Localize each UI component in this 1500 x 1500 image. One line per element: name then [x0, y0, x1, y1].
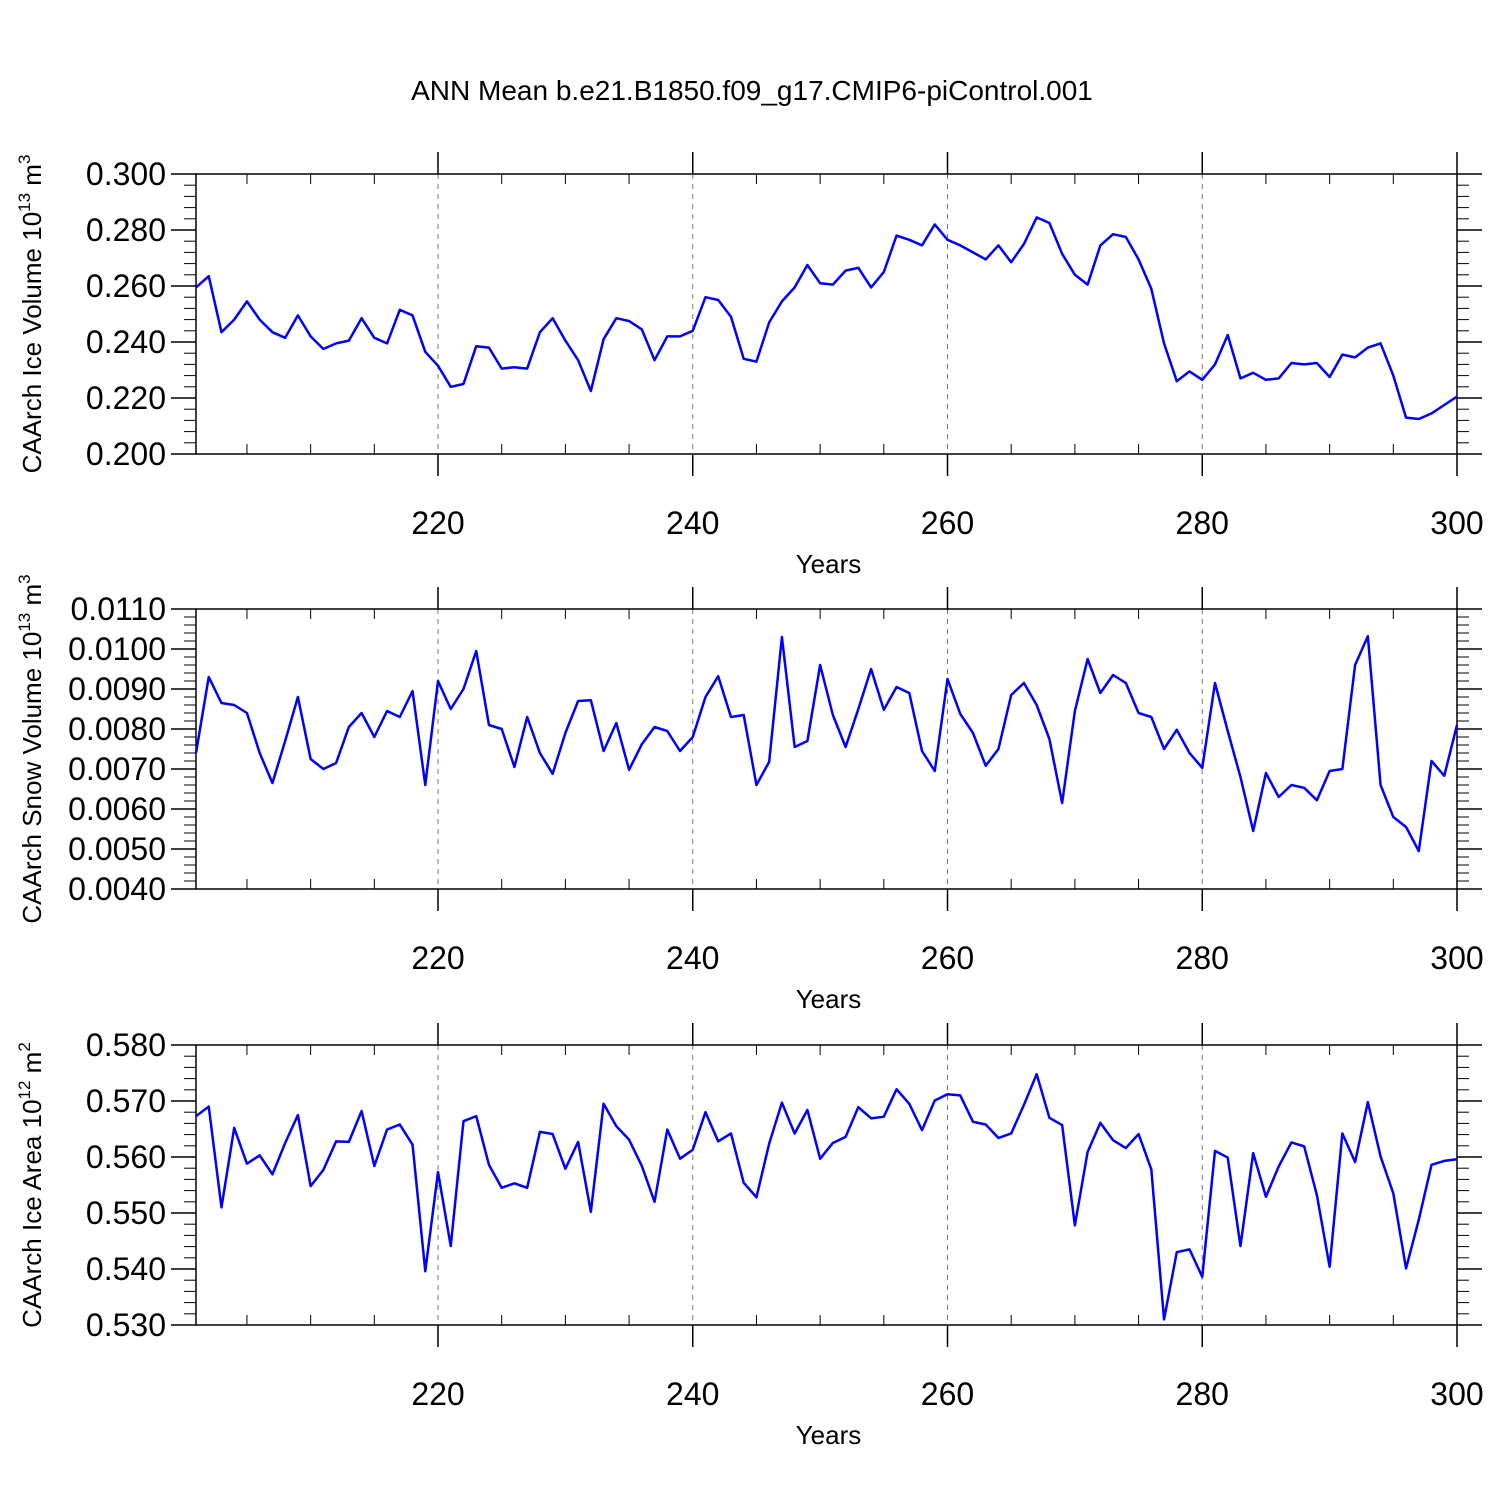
y-tick-label: 0.550: [86, 1195, 166, 1231]
plot-frame: [195, 173, 1458, 455]
x-tick-label: 280: [1176, 505, 1229, 541]
series-line-ice-volume: [195, 216, 1458, 421]
x-axis-title: Years: [796, 1420, 862, 1450]
series-line-ice-area: [195, 1072, 1458, 1321]
plot-frame: [195, 1044, 1458, 1326]
x-axis-title: Years: [796, 549, 862, 579]
y-axis-title: CAArch Snow Volume 1013 m3: [15, 574, 47, 923]
y-tick-label: 0.220: [86, 380, 166, 416]
panels: 0.200 0.220 0.240 0.260 0.280 0.300 220 240 260 2…: [15, 152, 1484, 1450]
y-tick-label: 0.560: [86, 1139, 166, 1175]
y-tick-label: 0.540: [86, 1251, 166, 1287]
y-tick-label: 0.0110: [71, 591, 167, 627]
x-tick-label: 260: [921, 505, 974, 541]
x-tick-label: 240: [666, 940, 719, 976]
y-axis-title-exponent: 12: [15, 1081, 34, 1100]
y-tick-label: 0.570: [86, 1083, 166, 1119]
x-tick-label: 260: [921, 940, 974, 976]
figure-title: ANN Mean b.e21.B1850.f09_g17.CMIP6-piCon…: [411, 75, 1093, 106]
y-axis-title: CAArch Ice Area 1012 m2: [15, 1042, 47, 1328]
y-tick-label: 0.0080: [68, 711, 166, 747]
y-axis-title-text: CAArch Snow Volume 10: [17, 632, 47, 924]
x-tick-label: 240: [666, 1376, 719, 1412]
panel-ice-area: 0.530 0.540 0.550 0.560 0.570 0.580 220 240 260 2…: [15, 1023, 1484, 1450]
y-axis-title-exponent: 13: [15, 193, 34, 212]
y-tick-label: 0.0090: [68, 671, 166, 707]
x-axis-title: Years: [796, 984, 862, 1014]
y-axis-title-unit-exponent: 3: [15, 574, 34, 583]
y-tick-label: 0.530: [86, 1307, 166, 1343]
y-tick-label: 0.0050: [68, 831, 166, 867]
x-tick-label: 280: [1176, 1376, 1229, 1412]
y-axis-title: CAArch Ice Volume 1013 m3: [15, 155, 47, 474]
y-tick-label: 0.580: [86, 1027, 166, 1063]
y-tick-label: 0.0100: [68, 631, 166, 667]
y-tick-label: 0.0060: [68, 791, 166, 827]
x-tick-label: 300: [1430, 1376, 1483, 1412]
x-tick-label: 300: [1430, 940, 1483, 976]
y-tick-label: 0.0070: [68, 751, 166, 787]
x-tick-label: 220: [411, 940, 464, 976]
x-tick-label: 280: [1176, 940, 1229, 976]
y-axis-title-unit: m: [17, 1052, 47, 1081]
x-tick-label: 240: [666, 505, 719, 541]
y-axis-title-unit-exponent: 3: [15, 155, 34, 164]
y-tick-label: 0.280: [86, 212, 166, 248]
y-tick-label: 0.240: [86, 324, 166, 360]
x-tick-label: 260: [921, 1376, 974, 1412]
y-axis-title-text: CAArch Ice Volume 10: [17, 212, 47, 474]
y-tick-label: 0.300: [86, 156, 166, 192]
y-tick-label: 0.200: [86, 436, 166, 472]
y-axis-title-exponent: 13: [15, 613, 34, 632]
y-tick-label: 0.260: [86, 268, 166, 304]
y-axis-title-unit-exponent: 2: [15, 1042, 34, 1051]
series-line-snow-volume: [194, 634, 1459, 853]
y-tick-label: 0.0040: [68, 871, 166, 907]
y-axis-title-unit: m: [17, 164, 47, 193]
y-axis-title-text: CAArch Ice Area 10: [17, 1099, 47, 1327]
y-axis-title-unit: m: [17, 584, 47, 613]
panel-ice-volume: 0.200 0.220 0.240 0.260 0.280 0.300 220 240 260 2…: [15, 152, 1484, 579]
panel-snow-volume: 0.0040 0.0050 0.0060 0.0070 0.0080 0.0090 0.01…: [15, 574, 1484, 1014]
x-tick-label: 300: [1430, 505, 1483, 541]
x-tick-label: 220: [411, 505, 464, 541]
x-tick-label: 220: [411, 1376, 464, 1412]
